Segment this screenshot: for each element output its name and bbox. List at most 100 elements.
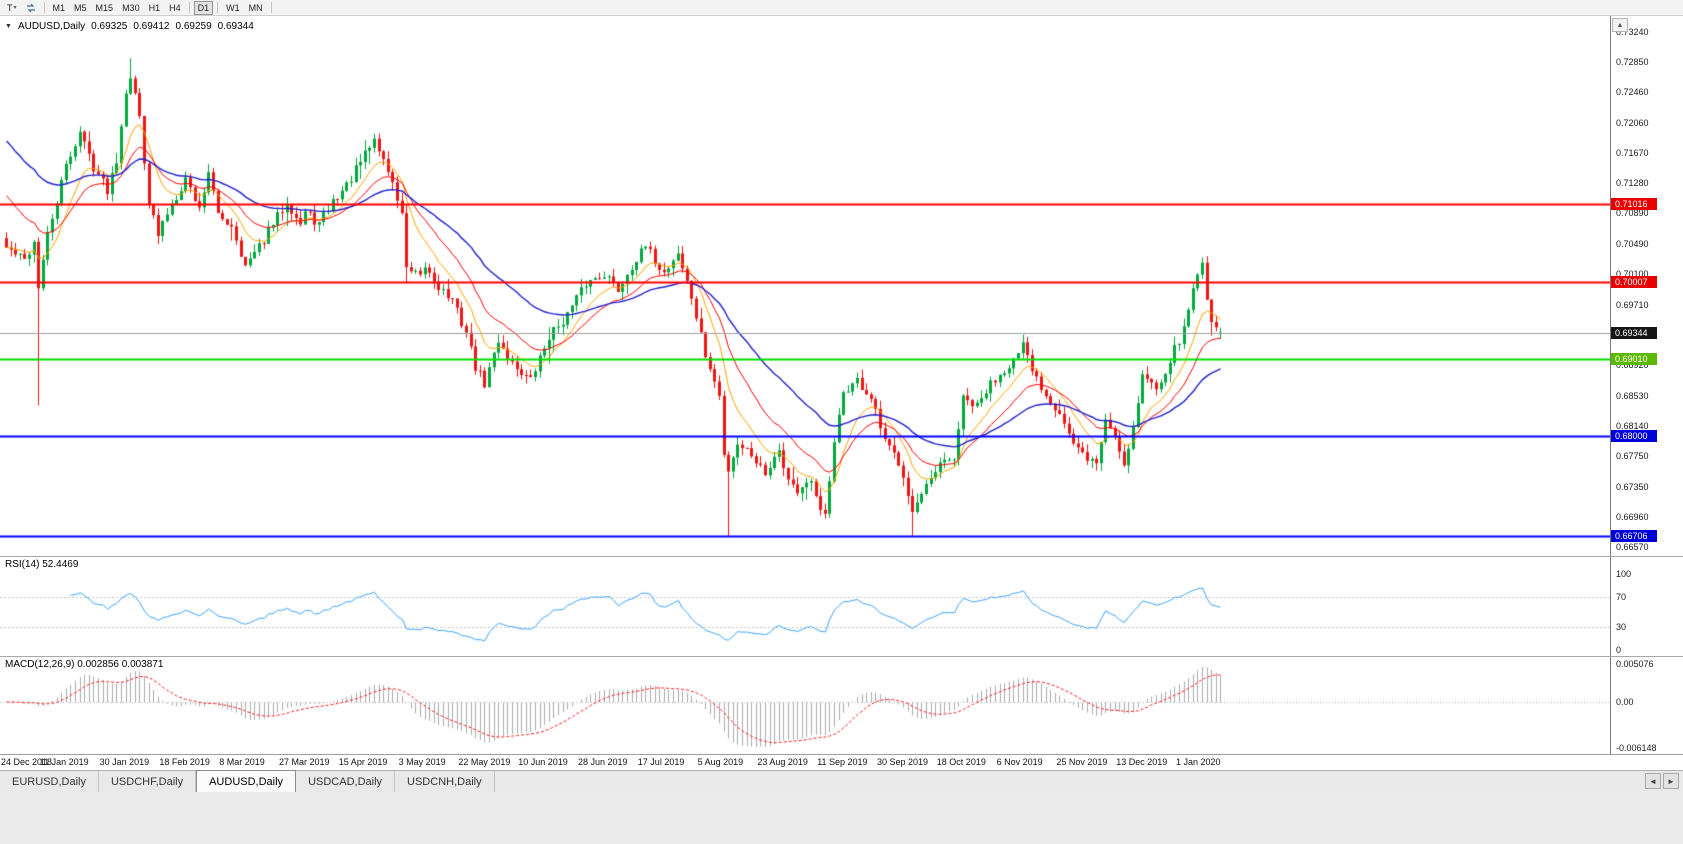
- date-label: 10 Jun 2019: [518, 757, 568, 767]
- price-level-badge: 0.68000: [1611, 430, 1657, 443]
- chart-tab-bar: EURUSD,Daily USDCHF,Daily AUDUSD,Daily USDC…: [0, 770, 1683, 792]
- macd-axis-tick: 0.00: [1616, 696, 1634, 707]
- cursor-tools-button[interactable]: [22, 1, 40, 15]
- price-tick: 0.72460: [1616, 87, 1649, 98]
- date-label: 11 Sep 2019: [817, 757, 868, 767]
- timeframe-button-w1[interactable]: W1: [226, 2, 240, 13]
- price-tick: 0.72850: [1616, 57, 1649, 68]
- timeframe-button-m30[interactable]: M30: [122, 2, 140, 13]
- price-tick: 0.67350: [1616, 481, 1649, 492]
- date-label: 3 May 2019: [398, 757, 446, 767]
- tab-usdcnh-daily[interactable]: USDCNH,Daily: [395, 771, 495, 792]
- tab-scroll-controls: ◄ ►: [1645, 773, 1679, 789]
- price-tick: 0.70100: [1616, 269, 1649, 280]
- rsi-axis-tick: 0: [1616, 645, 1622, 655]
- price-tick: 0.68920: [1616, 360, 1649, 371]
- price-tick: 0.70890: [1616, 208, 1649, 219]
- high-value: 0.69412: [133, 21, 170, 32]
- price-tick: 0.66570: [1616, 541, 1649, 552]
- date-label: 5 Aug 2019: [697, 757, 744, 767]
- price-tick: 0.66960: [1616, 511, 1649, 522]
- templates-button[interactable]: T ▾: [3, 1, 21, 15]
- toolbar-separator: [188, 2, 190, 13]
- tab-usdchf-daily[interactable]: USDCHF,Daily: [99, 771, 197, 792]
- date-label: 17 Jul 2019: [637, 757, 685, 767]
- bid-price-badge: 0.69344: [1611, 326, 1657, 339]
- dropdown-arrow-icon[interactable]: ▼: [5, 23, 12, 30]
- swap-arrows-icon: [26, 3, 35, 12]
- date-label: 30 Jan 2019: [99, 757, 150, 767]
- tab-usdcad-daily[interactable]: USDCAD,Daily: [296, 771, 396, 792]
- window-bottom-strip: [0, 792, 1683, 844]
- price-tick: 0.72060: [1616, 118, 1649, 129]
- price-axis[interactable]: 0.73240 0.72850 0.72460 0.72060 0.71670 0.712…: [1610, 16, 1683, 754]
- macd-axis-tick: 0.005076: [1616, 659, 1654, 669]
- scroll-left-button[interactable]: ◄: [1645, 773, 1661, 789]
- price-tick: 0.68140: [1616, 420, 1649, 431]
- scroll-up-icon: ▲: [1616, 21, 1624, 29]
- timeframe-button-mn[interactable]: MN: [248, 2, 263, 13]
- pane-separator[interactable]: [0, 556, 1683, 557]
- macd-indicator-label: MACD(12,26,9) 0.002856 0.003871: [5, 659, 164, 670]
- date-label: 11 Jan 2019: [39, 757, 89, 767]
- pane-separator[interactable]: [0, 656, 1683, 657]
- date-label: 18 Oct 2019: [936, 757, 986, 767]
- price-level-badge: 0.69010: [1611, 352, 1657, 365]
- toolbar: T ▾ M1 M5 M15 M30 H1 H4 D1 W1 MN: [0, 0, 1683, 16]
- price-level-badge: 0.70007: [1611, 275, 1657, 288]
- scroll-left-icon: ◄: [1649, 776, 1657, 786]
- rsi-axis-tick: 100: [1616, 569, 1632, 579]
- date-label: 18 Feb 2019: [159, 757, 210, 767]
- open-value: 0.69325: [91, 21, 128, 32]
- price-tick: 0.71670: [1616, 148, 1649, 159]
- low-value: 0.69259: [175, 21, 212, 32]
- chart-canvas[interactable]: [0, 16, 1610, 754]
- price-tick: 0.67750: [1616, 450, 1649, 461]
- price-level-badge: 0.71016: [1611, 197, 1657, 210]
- price-tick: 0.71280: [1616, 178, 1649, 189]
- scroll-right-button[interactable]: ►: [1663, 773, 1679, 789]
- date-axis[interactable]: 24 Dec 2018 11 Jan 2019 30 Jan 2019 18 Feb …: [0, 754, 1683, 770]
- close-value: 0.69344: [217, 21, 254, 32]
- symbol-label: AUDUSD,Daily: [17, 21, 86, 32]
- date-label: 27 Mar 2019: [279, 757, 330, 767]
- date-label: 30 Sep 2019: [877, 757, 929, 767]
- price-level-badge: 0.66706: [1611, 530, 1657, 543]
- scroll-up-button[interactable]: ▲: [1612, 18, 1628, 32]
- price-tick: 0.70490: [1616, 239, 1649, 250]
- date-label: 25 Nov 2019: [1056, 757, 1108, 767]
- scroll-right-icon: ►: [1667, 776, 1675, 786]
- date-label: 24 Dec 2018: [1, 757, 53, 767]
- tab-eurusd-daily[interactable]: EURUSD,Daily: [0, 771, 99, 792]
- date-label: 28 Jun 2019: [578, 757, 628, 767]
- date-label: 15 Apr 2019: [338, 757, 388, 767]
- toolbar-separator: [217, 2, 219, 13]
- rsi-axis-tick: 30: [1616, 622, 1627, 633]
- toolbar-separator: [43, 2, 45, 13]
- timeframe-button-m1[interactable]: M1: [52, 2, 66, 13]
- rsi-axis-tick: 70: [1616, 591, 1627, 602]
- templates-button-label: T: [7, 2, 13, 13]
- timeframe-button-h4[interactable]: H4: [169, 2, 181, 13]
- date-label: 23 Aug 2019: [757, 757, 808, 767]
- timeframe-button-d1[interactable]: D1: [193, 0, 214, 15]
- date-label: 8 Mar 2019: [219, 757, 265, 767]
- timeframe-button-m5[interactable]: M5: [74, 2, 87, 13]
- price-tick: 0.69710: [1616, 299, 1649, 310]
- tab-audusd-daily[interactable]: AUDUSD,Daily: [196, 770, 297, 792]
- price-tick: 0.73240: [1616, 27, 1649, 38]
- toolbar-separator: [270, 2, 272, 13]
- chart-ohlc-header: ▼ AUDUSD,Daily 0.69325 0.69412 0.69259 0…: [5, 21, 254, 32]
- chevron-down-icon: ▾: [13, 5, 17, 11]
- date-label: 22 May 2019: [458, 757, 511, 767]
- timeframe-button-m15[interactable]: M15: [95, 2, 114, 13]
- rsi-indicator-label: RSI(14) 52.4469: [5, 559, 79, 570]
- timeframe-group: M1 M5 M15 M30 H1 H4 D1 W1 MN: [49, 0, 275, 15]
- date-label: 13 Dec 2019: [1116, 757, 1168, 767]
- timeframe-button-h1[interactable]: H1: [148, 2, 161, 13]
- date-label: 1 Jan 2020: [1176, 757, 1221, 767]
- date-label: 6 Nov 2019: [996, 757, 1043, 767]
- price-tick: 0.68530: [1616, 390, 1649, 401]
- macd-axis-tick: -0.006148: [1616, 743, 1657, 753]
